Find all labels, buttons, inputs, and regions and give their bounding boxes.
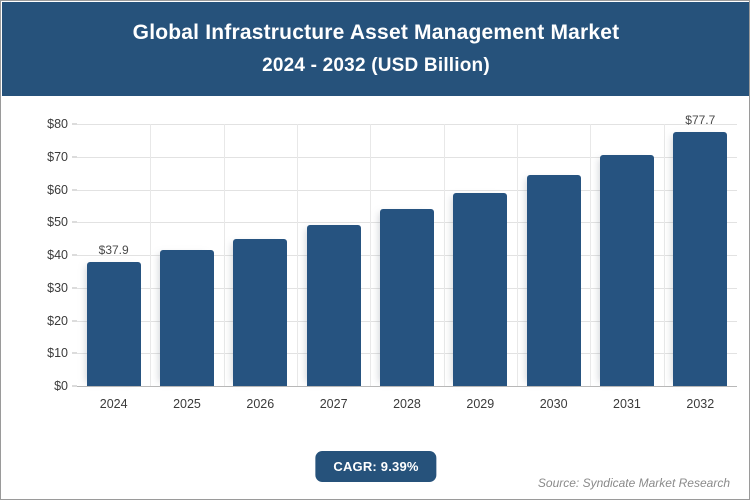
- y-axis-tick-label: $40: [47, 248, 68, 262]
- y-axis-tick-mark: [72, 385, 77, 387]
- bar-slot: 2026: [224, 124, 297, 411]
- bar-slot: $37.9 2024: [77, 124, 150, 411]
- bar-2026[interactable]: [233, 238, 288, 386]
- x-axis-tick-label: 2029: [466, 397, 495, 411]
- y-axis-tick-mark: [72, 221, 77, 223]
- chart-title-line-1: Global Infrastructure Asset Management M…: [132, 21, 620, 44]
- gridline: [77, 124, 737, 125]
- x-gridline: [517, 124, 518, 386]
- y-axis-tick-mark: [72, 352, 77, 354]
- x-gridline: [150, 124, 152, 386]
- gridline: [77, 189, 737, 191]
- x-axis-tick-label: 2024: [99, 397, 128, 411]
- x-gridline: [443, 124, 445, 386]
- bar-slot: 2030: [517, 124, 590, 411]
- y-axis-tick-label: $80: [47, 117, 68, 131]
- bar-slot: 2029: [444, 124, 517, 411]
- chart-header-banner: Global Infrastructure Asset Management M…: [2, 2, 749, 96]
- bar-slot: 2025: [150, 124, 223, 411]
- y-axis-tick-label: $60: [47, 182, 68, 197]
- x-axis-tick-label: 2028: [393, 397, 421, 411]
- bar-value-label: $37.9: [98, 242, 129, 257]
- bar-2030[interactable]: [526, 175, 581, 386]
- bar-slot: 2027: [297, 124, 370, 411]
- bar-2031[interactable]: [599, 155, 654, 386]
- bar-2028[interactable]: [379, 209, 434, 386]
- y-axis-tick-mark: [72, 287, 77, 289]
- bar-slot: 2028: [370, 124, 443, 411]
- bar-2024[interactable]: $37.9: [86, 243, 141, 386]
- chart-axes: $0 $10 $20 $30 $40 $50 $60 $70 $80 $37.9 2024 2025…: [47, 113, 737, 411]
- bar-2027[interactable]: [306, 224, 361, 386]
- chart-plot-area: Market Size (USD Billion) $0$10$20$30$40…: [2, 96, 749, 499]
- y-axis-tick-label: $70: [47, 149, 68, 164]
- y-axis-tick-mark: [72, 189, 77, 190]
- y-axis-tick-label: $30: [47, 280, 68, 295]
- chart-title-line-2: 2024 - 2032 (USD Billion): [262, 55, 490, 77]
- x-axis-tick-label: 2025: [173, 397, 201, 411]
- bar-2032[interactable]: $77.7: [673, 113, 728, 386]
- cagr-badge: CAGR: 9.39%: [315, 451, 437, 482]
- bar-value-label: $77.7: [685, 112, 716, 127]
- gridline: [77, 386, 737, 387]
- y-axis-tick-mark: [72, 254, 77, 256]
- bar-slot: 2031: [590, 124, 663, 411]
- y-axis-tick-label: $50: [47, 215, 68, 230]
- y-axis-tick-mark: [72, 156, 77, 158]
- x-gridline: [223, 124, 225, 386]
- x-axis-tick-label: 2030: [539, 397, 568, 411]
- y-axis-tick-mark: [72, 123, 77, 125]
- x-gridline: [663, 124, 665, 386]
- y-axis-tick-label: $10: [47, 346, 68, 361]
- x-axis-tick-label: 2032: [686, 397, 715, 411]
- source-note: Source: Syndicate Market Research: [537, 476, 730, 490]
- bar-2029[interactable]: [453, 192, 508, 386]
- y-axis-tick-mark: [72, 320, 77, 321]
- y-axis-tick-label: $0: [54, 379, 68, 393]
- x-gridline: [297, 124, 298, 386]
- gridline: [77, 156, 737, 158]
- y-axis-tick-label: $20: [47, 313, 68, 328]
- bar-series: $37.9 2024 2025 2026 2027 2028 2029 2030 2031 $77…: [77, 113, 737, 411]
- x-axis-tick-label: 2031: [613, 397, 641, 411]
- bar-2025[interactable]: [159, 250, 214, 386]
- bar-slot: $77.7 2032: [664, 113, 737, 411]
- x-axis-tick-label: 2027: [319, 397, 348, 411]
- x-gridline: [370, 124, 372, 386]
- x-gridline: [590, 124, 592, 386]
- x-axis-tick-label: 2026: [246, 397, 275, 411]
